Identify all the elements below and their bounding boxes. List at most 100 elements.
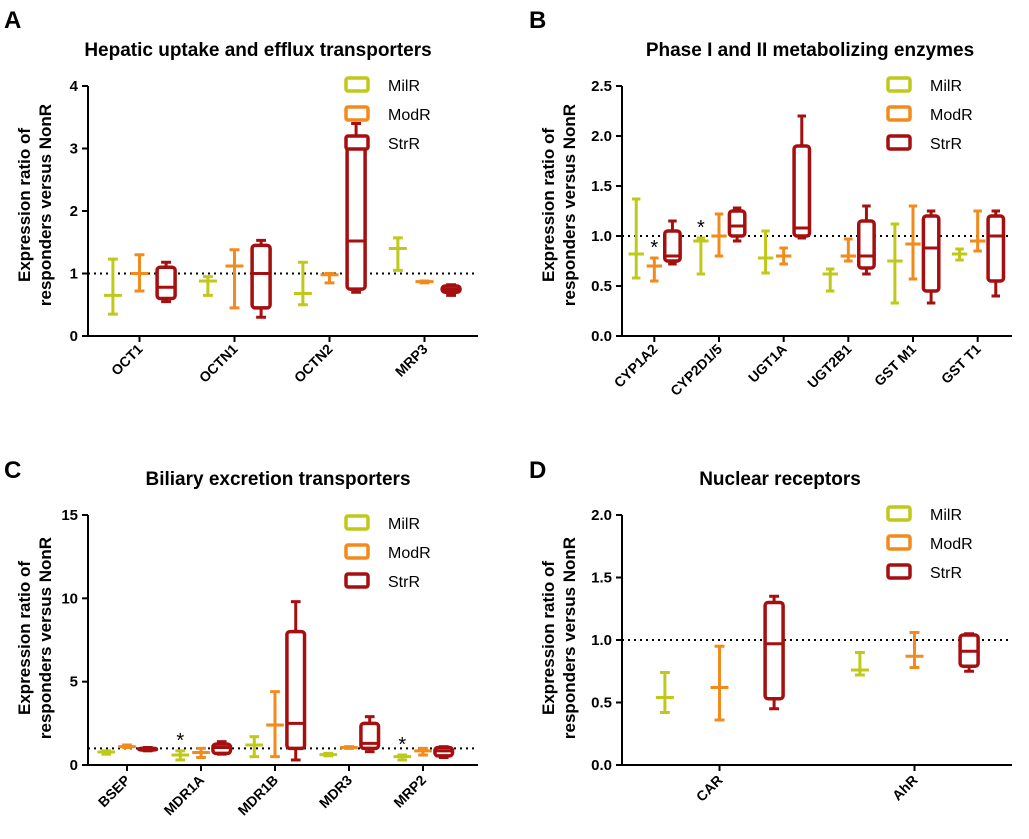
box-modr: [710, 644, 729, 722]
box-strr: [440, 283, 462, 297]
legend-swatch: [344, 543, 370, 560]
y-tick-label: 0: [70, 328, 78, 345]
box-milr: [822, 267, 838, 293]
y-axis-label-line1: Expression ratio of: [15, 128, 34, 282]
panel-b: B Phase I and II metabolizing enzymes Expr…: [529, 7, 1012, 399]
legend-item-strr: StrR: [344, 134, 420, 153]
box-rect: [763, 600, 785, 701]
box-modr: [969, 209, 986, 253]
y-axis-label-line2: responders versus NonR: [560, 104, 579, 306]
box-rect: [921, 214, 941, 293]
box-milr: [393, 753, 412, 762]
y-tick-label: 5: [70, 674, 78, 691]
box-modr: [320, 272, 339, 285]
x-tick-label: MDR1A: [161, 772, 208, 819]
panel-label: A: [4, 7, 21, 34]
box-modr: [905, 631, 924, 669]
box-strr: [921, 209, 941, 305]
chart-title: Biliary excretion transporters: [145, 469, 410, 490]
category-group-mdr3: MDR3: [316, 715, 381, 812]
category-group-mrp2: MRP2 *: [390, 734, 455, 811]
box-strr: [155, 260, 177, 304]
box-modr: [905, 204, 921, 281]
legend-swatch: [886, 105, 912, 122]
box-strr: [856, 204, 876, 276]
x-tick-label: BSEP: [95, 772, 133, 810]
box-milr: [319, 751, 338, 758]
x-tick-label: UGT1A: [745, 341, 790, 386]
legend-item-milr: MilR: [344, 76, 420, 95]
legend: MilR ModR StrR: [886, 76, 973, 153]
box-milr: [850, 651, 869, 677]
x-tick-label: OCT1: [108, 341, 146, 379]
y-tick-label: 10: [61, 590, 78, 607]
legend-item-modr: ModR: [886, 105, 973, 124]
legend-item-modr: ModR: [344, 543, 431, 562]
category-group-mrp3: MRP3: [388, 236, 462, 380]
box-modr: [192, 746, 210, 759]
box-milr: [757, 229, 774, 275]
significance-star: *: [697, 217, 705, 239]
box-milr: [103, 257, 122, 316]
box-milr: [693, 236, 709, 276]
legend-item-modr: ModR: [886, 534, 973, 553]
box-milr: [245, 735, 264, 759]
box-strr: [986, 209, 1006, 298]
legend-item-modr: ModR: [344, 105, 431, 124]
x-tick-label: UGT2B1: [804, 341, 855, 392]
x-tick-label: MDR3: [316, 772, 356, 812]
box-modr: [118, 743, 136, 749]
box-milr: [198, 275, 217, 297]
x-tick-label: CYP2D1/5: [667, 341, 725, 399]
category-group-mdr1a: MDR1A *: [161, 730, 233, 819]
legend: MilR ModR StrR: [344, 76, 431, 153]
y-tick-label: 1.5: [591, 178, 612, 195]
box-strr: [359, 715, 381, 754]
legend-label: StrR: [388, 574, 420, 591]
box-milr: [655, 671, 674, 714]
y-axis-label-line2: responders versus NonR: [36, 104, 55, 306]
box-rect: [662, 229, 682, 263]
box-rect: [345, 143, 367, 291]
legend-label: ModR: [388, 545, 431, 562]
box-strr: [433, 745, 455, 759]
legend-label: StrR: [388, 136, 420, 153]
chart-title: Nuclear receptors: [699, 469, 861, 490]
category-group-ahr: AhR: [850, 631, 980, 803]
panel-label: D: [529, 457, 546, 484]
category-group-octn2: OCTN2: [291, 122, 367, 386]
legend-label: MilR: [388, 78, 420, 95]
x-tick-label: MRP3: [392, 341, 431, 380]
legend-swatch: [344, 76, 370, 93]
box-modr: [646, 256, 663, 283]
y-axis-label-line2: responders versus NonR: [36, 537, 55, 739]
y-tick-label: 2.0: [591, 507, 612, 524]
chart-title: Hepatic uptake and efflux transporters: [84, 40, 431, 61]
legend-swatch: [344, 572, 370, 589]
y-axis-label-line1: Expression ratio of: [539, 128, 558, 282]
box-rect: [285, 629, 307, 751]
legend-label: ModR: [930, 107, 973, 124]
box-modr: [415, 279, 434, 285]
legend-label: ModR: [930, 536, 973, 553]
box-strr: [727, 206, 747, 243]
category-group-mdr1b: MDR1B: [235, 600, 307, 818]
box-modr: [414, 746, 432, 757]
y-tick-label: 4: [70, 78, 79, 95]
box-milr: [951, 247, 968, 262]
significance-star: *: [650, 237, 658, 259]
legend-swatch: [344, 514, 370, 531]
category-group-ugt2b1: UGT2B1: [804, 204, 876, 392]
box-rect: [727, 209, 747, 238]
y-tick-label: 0: [70, 757, 78, 774]
legend-label: MilR: [388, 516, 420, 533]
legend-label: MilR: [930, 78, 962, 95]
y-tick-label: 2.5: [591, 78, 612, 95]
box-rect: [250, 243, 272, 310]
legend-label: StrR: [930, 565, 962, 582]
legend: MilR ModR StrR: [344, 514, 431, 591]
y-axis-label: Expression ratio of responders versus Non…: [15, 537, 55, 739]
category-group-octn1: OCTN1: [196, 238, 272, 386]
box-milr: [388, 236, 407, 272]
box-modr: [340, 745, 358, 750]
